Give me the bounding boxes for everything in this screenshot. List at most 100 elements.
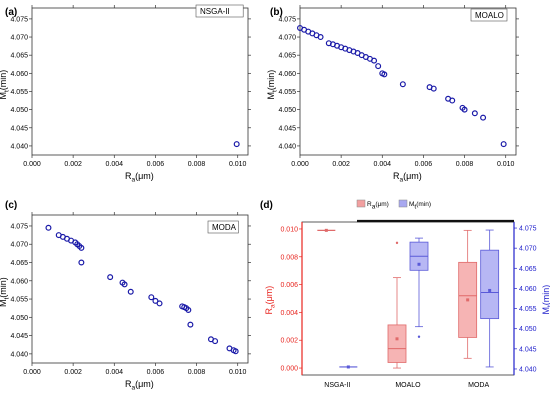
- y-tick-label: 4.045: [10, 333, 28, 340]
- y-tick-label-left: 0.002: [280, 338, 298, 345]
- x-tick-label: MOALO: [395, 382, 421, 389]
- y-tick-label: 4.070: [10, 242, 28, 249]
- y-tick-label: 4.050: [10, 315, 28, 322]
- y-tick-label: 4.065: [10, 260, 28, 267]
- legend-label: Mt(min): [409, 201, 431, 211]
- data-point: [156, 300, 163, 307]
- y-axis-label-left: Ra(μm): [264, 286, 277, 315]
- data-point: [187, 321, 194, 328]
- x-tick-label: 0.000: [291, 161, 309, 168]
- data-point: [233, 141, 240, 148]
- box-outlier: [395, 241, 399, 245]
- y-tick-label: 4.075: [278, 16, 296, 23]
- x-tick-label: 0.008: [188, 369, 206, 376]
- x-tick-label: 0.004: [106, 161, 124, 168]
- x-tick-label: 0.010: [497, 161, 515, 168]
- data-point: [461, 106, 468, 113]
- y-tick-label: 4.070: [10, 35, 28, 42]
- y-tick-label: 4.060: [10, 278, 28, 285]
- data-point: [185, 307, 192, 314]
- y-tick-label-left: 0.008: [280, 254, 298, 261]
- x-axis-label: Ra(μm): [393, 171, 422, 184]
- y-axis-label-right: Mt(min): [541, 285, 550, 315]
- plot-frame: [31, 7, 249, 156]
- x-tick-label: 0.006: [147, 369, 165, 376]
- y-tick-label: 4.055: [278, 89, 296, 96]
- x-tick-label: 0.002: [332, 161, 350, 168]
- x-tick-label: 0.002: [64, 161, 82, 168]
- data-point: [152, 297, 159, 304]
- y-tick-label-right: 4.045: [519, 346, 537, 353]
- x-tick-label: 0.010: [229, 161, 247, 168]
- y-tick-label: 4.040: [278, 143, 296, 150]
- data-point: [127, 288, 134, 295]
- data-point: [480, 114, 487, 121]
- x-tick-label: MODA: [468, 382, 489, 389]
- y-axis-label: Mt(min): [0, 277, 11, 307]
- scatter-panel-1: (b) 0.000 0.002 0.004 0.006 0.008 0.010 4.040 4.…: [270, 5, 519, 168]
- y-tick-label: 4.070: [278, 35, 296, 42]
- legend-label: Ra(μm): [367, 201, 389, 211]
- legend-swatch: [398, 199, 408, 208]
- y-tick-label: 4.040: [10, 143, 28, 150]
- x-axis-label: Ra(μm): [125, 171, 154, 184]
- x-tick-label: 0.006: [415, 161, 433, 168]
- x-tick-label: 0.000: [23, 161, 41, 168]
- y-tick-label-right: 4.040: [519, 366, 537, 373]
- y-tick-label: 4.060: [10, 71, 28, 78]
- x-tick-label: 0.004: [374, 161, 392, 168]
- boxplot-panel: (d) 0.000 0.002 0.004 0.006 0.008 0.010 4.040 4.…: [260, 199, 537, 389]
- x-tick-label: 0.000: [23, 369, 41, 376]
- y-tick-label-right: 4.075: [519, 226, 537, 233]
- y-tick-label: 4.065: [278, 53, 296, 60]
- y-tick-label-left: 0.010: [280, 226, 298, 233]
- box-outlier: [417, 335, 421, 338]
- box-mean: [488, 288, 492, 292]
- scatter-panel-0: (a) 0.000 0.002 0.004 0.006 0.008 0.010 4.040 4.…: [5, 4, 251, 168]
- data-point: [148, 294, 155, 301]
- y-tick-label: 4.040: [10, 351, 28, 358]
- x-tick-label: 0.004: [106, 369, 124, 376]
- y-tick-label: 4.065: [10, 53, 28, 60]
- x-tick-label: 0.006: [147, 161, 165, 168]
- x-tick-label: 0.002: [64, 369, 82, 376]
- legend-label: MOALO: [475, 11, 504, 20]
- y-tick-label: 4.050: [278, 107, 296, 114]
- x-axis-label: Ra(μm): [125, 379, 154, 392]
- legend-label: NSGA-II: [200, 7, 230, 16]
- data-point: [45, 224, 52, 231]
- data-point: [232, 348, 239, 355]
- data-point: [317, 34, 324, 41]
- data-point: [500, 141, 507, 148]
- panel-label: (a): [5, 7, 17, 18]
- box-mean: [395, 337, 399, 341]
- legend-box: [195, 4, 244, 18]
- data-point: [212, 338, 219, 345]
- y-tick-label: 4.075: [10, 223, 28, 230]
- y-tick-label-right: 4.065: [519, 266, 537, 273]
- x-tick-label: 0.008: [456, 161, 474, 168]
- y-tick-label: 4.045: [278, 125, 296, 132]
- box-mean: [466, 298, 470, 302]
- y-tick-label: 4.045: [10, 125, 28, 132]
- y-axis-label: Mt(min): [266, 70, 279, 100]
- legend-box: [207, 220, 239, 234]
- scatter-panel-2: (c) 0.000 0.002 0.004 0.006 0.008 0.010 4.040 4.…: [5, 200, 251, 376]
- y-tick-label: 4.060: [278, 71, 296, 78]
- plot-frame: [299, 7, 517, 156]
- data-point: [430, 85, 437, 92]
- x-tick-label: 0.010: [229, 369, 247, 376]
- box-mean: [346, 365, 350, 369]
- y-tick-label-right: 4.060: [519, 286, 537, 293]
- y-tick-label-left: 0.006: [280, 282, 298, 289]
- panel-label: (b): [270, 7, 283, 18]
- box-iqr: [387, 324, 407, 363]
- y-tick-label: 4.055: [10, 297, 28, 304]
- data-point: [375, 63, 382, 70]
- panel-label: (d): [260, 200, 273, 211]
- y-tick-label-left: 0.000: [280, 366, 298, 373]
- data-point: [471, 110, 478, 117]
- data-point: [399, 81, 406, 88]
- data-point: [381, 71, 388, 78]
